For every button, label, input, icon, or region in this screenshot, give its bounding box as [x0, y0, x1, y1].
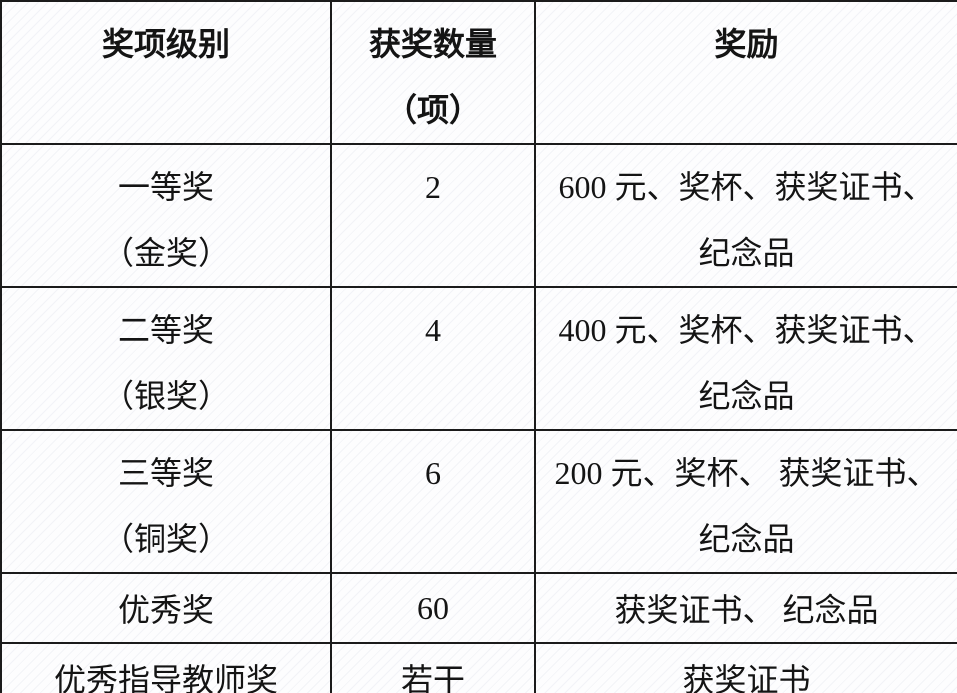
cell-reward-second-prize: 400 元、奖杯、获奖证书、 纪念品	[534, 286, 957, 431]
header-label-reward: 奖励	[714, 26, 779, 62]
cell-quantity-second-prize: 4	[330, 286, 536, 431]
level-line: 优秀指导教师奖	[53, 662, 278, 693]
quantity-value: 60	[417, 589, 449, 626]
level-line: 二等奖	[117, 312, 214, 348]
cell-level-third-prize: 三等奖 （铜奖）	[0, 429, 332, 574]
level-line: 优秀奖	[117, 592, 214, 628]
reward-line: 纪念品	[698, 378, 795, 414]
header-label-quantity-line1: 获奖数量	[368, 26, 497, 62]
quantity-value: 4	[425, 312, 441, 348]
header-cell-reward: 奖励	[534, 0, 957, 145]
level-line: （铜奖）	[101, 521, 230, 557]
table-row-third-prize: 三等奖 （铜奖） 6 200 元、奖杯、 获奖证书、 纪念品	[0, 429, 957, 574]
reward-line: 400 元、奖杯、获奖证书、	[558, 312, 935, 348]
cell-reward-advisor-prize: 获奖证书	[534, 642, 957, 693]
level-line: 一等奖	[117, 169, 214, 205]
cell-level-first-prize: 一等奖 （金奖）	[0, 143, 332, 288]
table-row-first-prize: 一等奖 （金奖） 2 600 元、奖杯、获奖证书、 纪念品	[0, 143, 957, 288]
reward-line: 纪念品	[698, 521, 795, 557]
table-row-second-prize: 二等奖 （银奖） 4 400 元、奖杯、获奖证书、 纪念品	[0, 286, 957, 431]
cell-reward-excellence-prize: 获奖证书、 纪念品	[534, 572, 957, 644]
reward-line: 纪念品	[698, 235, 795, 271]
quantity-value: 6	[425, 455, 441, 491]
cell-level-second-prize: 二等奖 （银奖）	[0, 286, 332, 431]
header-label-award-level: 奖项级别	[101, 26, 230, 62]
header-cell-quantity: 获奖数量 （项）	[330, 0, 536, 145]
quantity-value: 2	[425, 169, 441, 205]
cell-quantity-third-prize: 6	[330, 429, 536, 574]
cell-quantity-first-prize: 2	[330, 143, 536, 288]
reward-line: 获奖证书	[682, 662, 811, 693]
cell-reward-first-prize: 600 元、奖杯、获奖证书、 纪念品	[534, 143, 957, 288]
table-row-advisor-prize: 优秀指导教师奖 若干 获奖证书	[0, 642, 957, 693]
cell-quantity-advisor-prize: 若干	[330, 642, 536, 693]
cell-reward-third-prize: 200 元、奖杯、 获奖证书、 纪念品	[534, 429, 957, 574]
reward-line: 600 元、奖杯、获奖证书、	[558, 169, 935, 205]
table-header-row: 奖项级别 获奖数量 （项） 奖励	[0, 0, 957, 145]
table-row-excellence-prize: 优秀奖 60 获奖证书、 纪念品	[0, 572, 957, 644]
reward-line: 200 元、奖杯、 获奖证书、	[554, 455, 939, 491]
quantity-value: 若干	[400, 662, 465, 693]
cell-level-excellence-prize: 优秀奖	[0, 572, 332, 644]
header-label-quantity-line2: （项）	[384, 92, 481, 128]
level-line: （金奖）	[101, 235, 230, 271]
cell-level-advisor-prize: 优秀指导教师奖	[0, 642, 332, 693]
level-line: 三等奖	[117, 455, 214, 491]
header-cell-award-level: 奖项级别	[0, 0, 332, 145]
cell-quantity-excellence-prize: 60	[330, 572, 536, 644]
level-line: （银奖）	[101, 378, 230, 414]
reward-line: 获奖证书、 纪念品	[614, 592, 879, 628]
